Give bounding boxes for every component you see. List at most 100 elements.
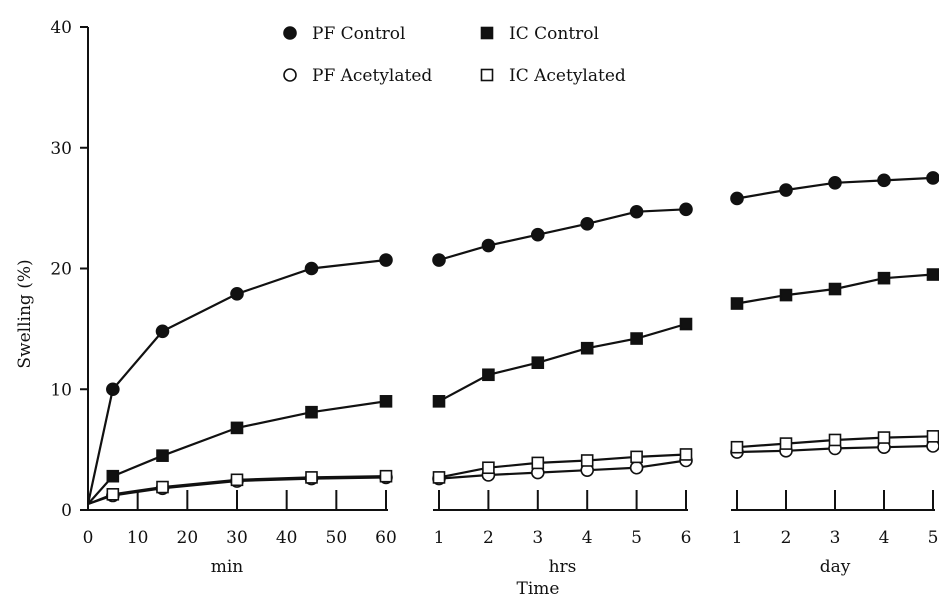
data-point-ic-acetylated [580, 454, 594, 467]
data-point-pf-control [580, 217, 595, 231]
y-axis-label: Swelling (%) [15, 259, 35, 368]
series-line-ic-control-min [87, 400, 387, 505]
data-point-ic-control [482, 368, 495, 382]
data-point-ic-control [630, 332, 643, 345]
x-tick-label: 3 [830, 528, 841, 548]
y-tick-label: 20 [50, 260, 72, 280]
data-point-ic-acetylated [531, 456, 545, 470]
data-point-pf-control [432, 253, 446, 267]
legend-label-pf-control: PF Control [312, 24, 405, 44]
x-tick-label: 40 [276, 528, 298, 548]
x-tick-label: 6 [681, 528, 692, 548]
series-ic-acetylated [87, 430, 939, 506]
x-tick-label: 5 [631, 528, 642, 548]
series-line-ic-acetylated-hrs [438, 453, 687, 479]
data-point-pf-control [730, 191, 744, 206]
data-point-ic-control [580, 341, 594, 355]
series-pf-control [86, 171, 939, 505]
series-pf-acetylated [87, 439, 939, 506]
data-point-pf-acetylated [629, 460, 644, 475]
legend-marker-pf-acetylated [283, 68, 297, 82]
data-point-ic-control [531, 356, 545, 369]
series-layer [86, 171, 939, 506]
data-point-ic-control [926, 268, 939, 281]
legend-item-ic-control: IC Control [480, 24, 599, 44]
legend-marker-pf-control [283, 26, 297, 40]
x-tick-label: 3 [532, 528, 543, 548]
legend-label-ic-acetylated: IC Acetylated [509, 66, 626, 86]
data-point-pf-control [106, 382, 120, 397]
x-tick-label: 1 [732, 528, 743, 548]
x-tick-label: 4 [582, 528, 593, 548]
series-line-pf-acetylated-hrs [438, 459, 687, 480]
y-tick-label: 40 [50, 18, 72, 38]
legend-label-ic-control: IC Control [509, 24, 599, 44]
legend-label-pf-acetylated: PF Acetylated [312, 66, 432, 86]
data-point-ic-control [230, 421, 244, 435]
legend-marker-ic-control [480, 26, 494, 40]
data-point-pf-control [629, 204, 644, 219]
x-segment-label-min: min [211, 557, 244, 577]
data-point-ic-acetylated [630, 450, 643, 464]
data-point-pf-control [926, 171, 939, 185]
data-point-ic-acetylated [106, 488, 120, 501]
legend-item-pf-acetylated: PF Acetylated [283, 66, 432, 86]
data-point-ic-control [432, 395, 446, 408]
data-point-ic-acetylated [877, 431, 891, 444]
data-point-ic-acetylated [432, 471, 446, 484]
data-point-ic-control [379, 395, 393, 408]
data-point-ic-acetylated [779, 437, 793, 450]
x-tick-label: 30 [226, 528, 248, 548]
data-point-pf-control [828, 175, 842, 190]
data-point-ic-control [305, 405, 318, 419]
legend-item-ic-acetylated: IC Acetylated [480, 66, 626, 86]
data-point-ic-control [877, 271, 891, 285]
x-tick-label: 4 [879, 528, 890, 548]
axes-group: 0 10 20 30 40 0 10 20 30 40 50 60 min 1 2 3 4 5 6 hrs 1 2 3 4 5 d… [50, 18, 938, 577]
data-point-ic-acetylated [482, 461, 495, 475]
x-tick-label: 5 [928, 528, 939, 548]
x-tick-label: 60 [375, 528, 397, 548]
y-tick-label: 10 [50, 380, 72, 400]
series-line-pf-control-hrs [438, 208, 687, 262]
x-tick-label: 50 [326, 528, 348, 548]
x-axis-label: Time [517, 579, 560, 599]
series-ic-control [87, 268, 939, 505]
x-segment-label-day: day [820, 557, 851, 577]
data-point-pf-control [230, 287, 244, 301]
x-segment-label-hrs: hrs [549, 557, 577, 577]
x-tick-label: 1 [434, 528, 445, 548]
x-tick-label: 2 [483, 528, 494, 548]
x-tick-label: 0 [83, 528, 94, 548]
legend-item-pf-control: PF Control [283, 24, 405, 44]
data-point-pf-control [481, 238, 496, 253]
series-line-ic-control-hrs [438, 322, 687, 403]
data-point-ic-control [106, 469, 120, 483]
data-point-ic-control [779, 288, 793, 302]
data-point-ic-control [828, 282, 842, 296]
data-point-ic-control [156, 449, 169, 462]
data-point-ic-acetylated [679, 448, 693, 461]
data-point-ic-control [730, 297, 744, 310]
data-point-pf-control [679, 202, 693, 217]
data-point-ic-acetylated [926, 430, 939, 443]
data-point-ic-control [679, 317, 693, 331]
data-point-pf-control [155, 324, 170, 339]
data-point-pf-control [779, 183, 793, 197]
data-point-pf-control [877, 173, 891, 188]
x-tick-label: 20 [177, 528, 199, 548]
legend-marker-ic-acetylated [480, 68, 494, 82]
data-point-ic-acetylated [156, 480, 169, 494]
data-point-pf-control [530, 227, 545, 242]
y-tick-label: 0 [61, 501, 72, 521]
legend: PF Control IC Control PF Acetylated IC Acet… [283, 24, 626, 86]
x-tick-label: 10 [127, 528, 149, 548]
data-point-ic-acetylated [230, 473, 244, 487]
x-tick-label: 2 [781, 528, 792, 548]
data-point-ic-acetylated [730, 440, 744, 454]
data-point-ic-acetylated [828, 433, 842, 447]
y-tick-label: 30 [50, 139, 72, 159]
data-point-pf-control [304, 261, 319, 276]
